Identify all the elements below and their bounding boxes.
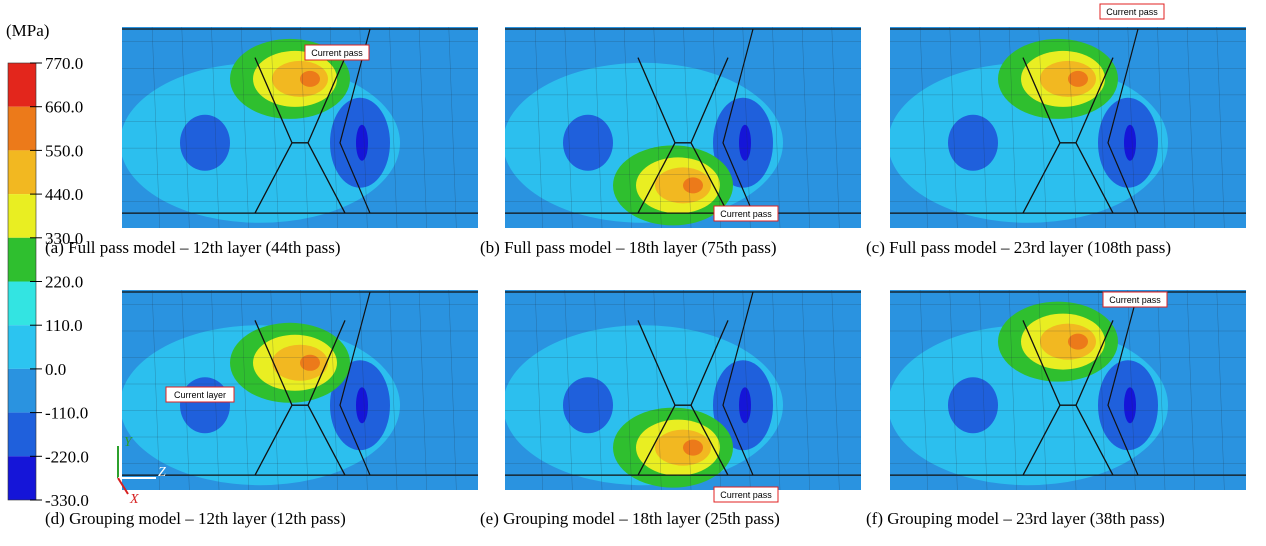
stress-zone [180, 115, 230, 171]
annotation-label: Current pass [720, 490, 772, 500]
contour-image [888, 278, 1246, 490]
annotation-label: Current pass [1106, 7, 1158, 17]
colorbar-label: 770.0 [45, 54, 83, 73]
stress-zone [1124, 125, 1136, 161]
colorbar-band [8, 194, 36, 238]
caption: (d) Grouping model – 12th layer (12th pa… [45, 509, 346, 528]
stress-zone [739, 387, 751, 423]
axis-label: Z [158, 465, 166, 480]
colorbar-band [8, 150, 36, 194]
legend-unit: (MPa) [6, 21, 49, 40]
contour-image [120, 278, 478, 490]
figure: (MPa) 770.0660.0550.0440.0330.0220.0110.… [0, 0, 1266, 546]
stress-zone [948, 115, 998, 171]
stress-zone [948, 377, 998, 433]
colorbar-band [8, 325, 36, 369]
colorbar-band [8, 63, 36, 107]
colorbar-band [8, 282, 36, 326]
caption: (e) Grouping model – 18th layer (25th pa… [480, 509, 780, 528]
axis-label: X [129, 492, 139, 507]
colorbar-label: -110.0 [45, 404, 88, 423]
stress-zone [563, 115, 613, 171]
colorbar-band [8, 369, 36, 413]
colorbar-label: 660.0 [45, 98, 83, 117]
stress-zone [300, 71, 320, 87]
contour-image [503, 278, 861, 490]
colorbar-band [8, 456, 36, 500]
annotation-label: Current pass [720, 209, 772, 219]
annotation-label: Current pass [1109, 295, 1161, 305]
colorbar-label: 440.0 [45, 185, 83, 204]
stress-zone [1124, 387, 1136, 423]
caption: (b) Full pass model – 18th layer (75th p… [480, 238, 777, 257]
colorbar-band [8, 238, 36, 282]
contour-image [503, 15, 861, 228]
colorbar-label: -220.0 [45, 447, 89, 466]
annotation-label: Current pass [311, 48, 363, 58]
colorbar-label: 0.0 [45, 360, 66, 379]
stress-zone [1068, 71, 1088, 87]
stress-zone [356, 387, 368, 423]
stress-zone [683, 177, 703, 193]
colorbar-label: 550.0 [45, 141, 83, 160]
caption: (a) Full pass model – 12th layer (44th p… [45, 238, 341, 257]
caption: (f) Grouping model – 23rd layer (38th pa… [866, 509, 1165, 528]
contour-image [120, 15, 478, 228]
colorbar-label: -330.0 [45, 491, 89, 510]
caption: (c) Full pass model – 23rd layer (108th … [866, 238, 1171, 257]
colorbar-band [8, 413, 36, 457]
stress-zone [180, 377, 230, 433]
colorbar-band [8, 107, 36, 151]
stress-zone [683, 440, 703, 456]
contour-image [888, 15, 1246, 228]
stress-zone [356, 125, 368, 161]
stress-zone [1068, 334, 1088, 350]
colorbar-label: 220.0 [45, 273, 83, 292]
annotation-label: Current layer [174, 390, 226, 400]
stress-zone [739, 125, 751, 161]
colorbar-label: 110.0 [45, 316, 83, 335]
stress-zone [563, 377, 613, 433]
